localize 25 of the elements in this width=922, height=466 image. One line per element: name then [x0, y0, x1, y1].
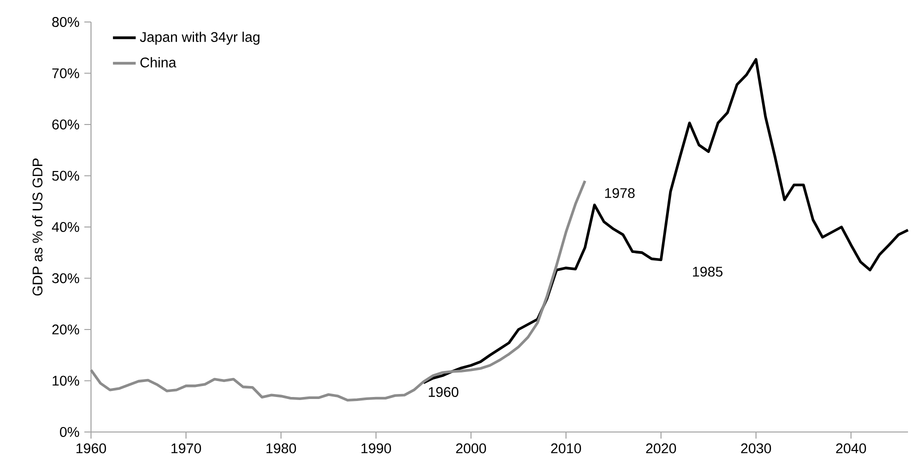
y-tick-label: 10%	[52, 376, 80, 386]
x-tick-label: 2040	[836, 443, 866, 454]
legend-label: Japan with 34yr lag	[140, 32, 260, 45]
y-tick-label: 30%	[52, 273, 80, 284]
x-tick-label: 2000	[456, 443, 486, 454]
legend-label: China	[140, 57, 176, 68]
y-tick-label: 20%	[52, 324, 80, 334]
x-tick-label: 2020	[646, 443, 676, 454]
y-tick-label: 0%	[60, 427, 80, 437]
y-tick-label: 70%	[52, 68, 80, 78]
y-tick-label: 80%	[52, 17, 80, 27]
x-tick-label: 2030	[741, 443, 772, 454]
x-tick-label: 1980	[266, 443, 296, 454]
y-tick-label: 40%	[52, 222, 80, 232]
x-tick-label: 1960	[76, 443, 106, 454]
y-axis-title: GDP as % of US GDP	[32, 158, 42, 296]
annotation: 1960	[428, 387, 458, 397]
y-tick-label: 50%	[52, 170, 80, 181]
annotation: 1985	[693, 266, 722, 277]
x-tick-label: 1990	[362, 443, 392, 454]
x-tick-label: 1970	[172, 443, 202, 454]
annotation: 1978	[605, 188, 635, 198]
line-series	[422, 58, 910, 384]
x-tick-label: 2010	[551, 443, 582, 454]
y-tick-label: 60%	[52, 120, 80, 130]
